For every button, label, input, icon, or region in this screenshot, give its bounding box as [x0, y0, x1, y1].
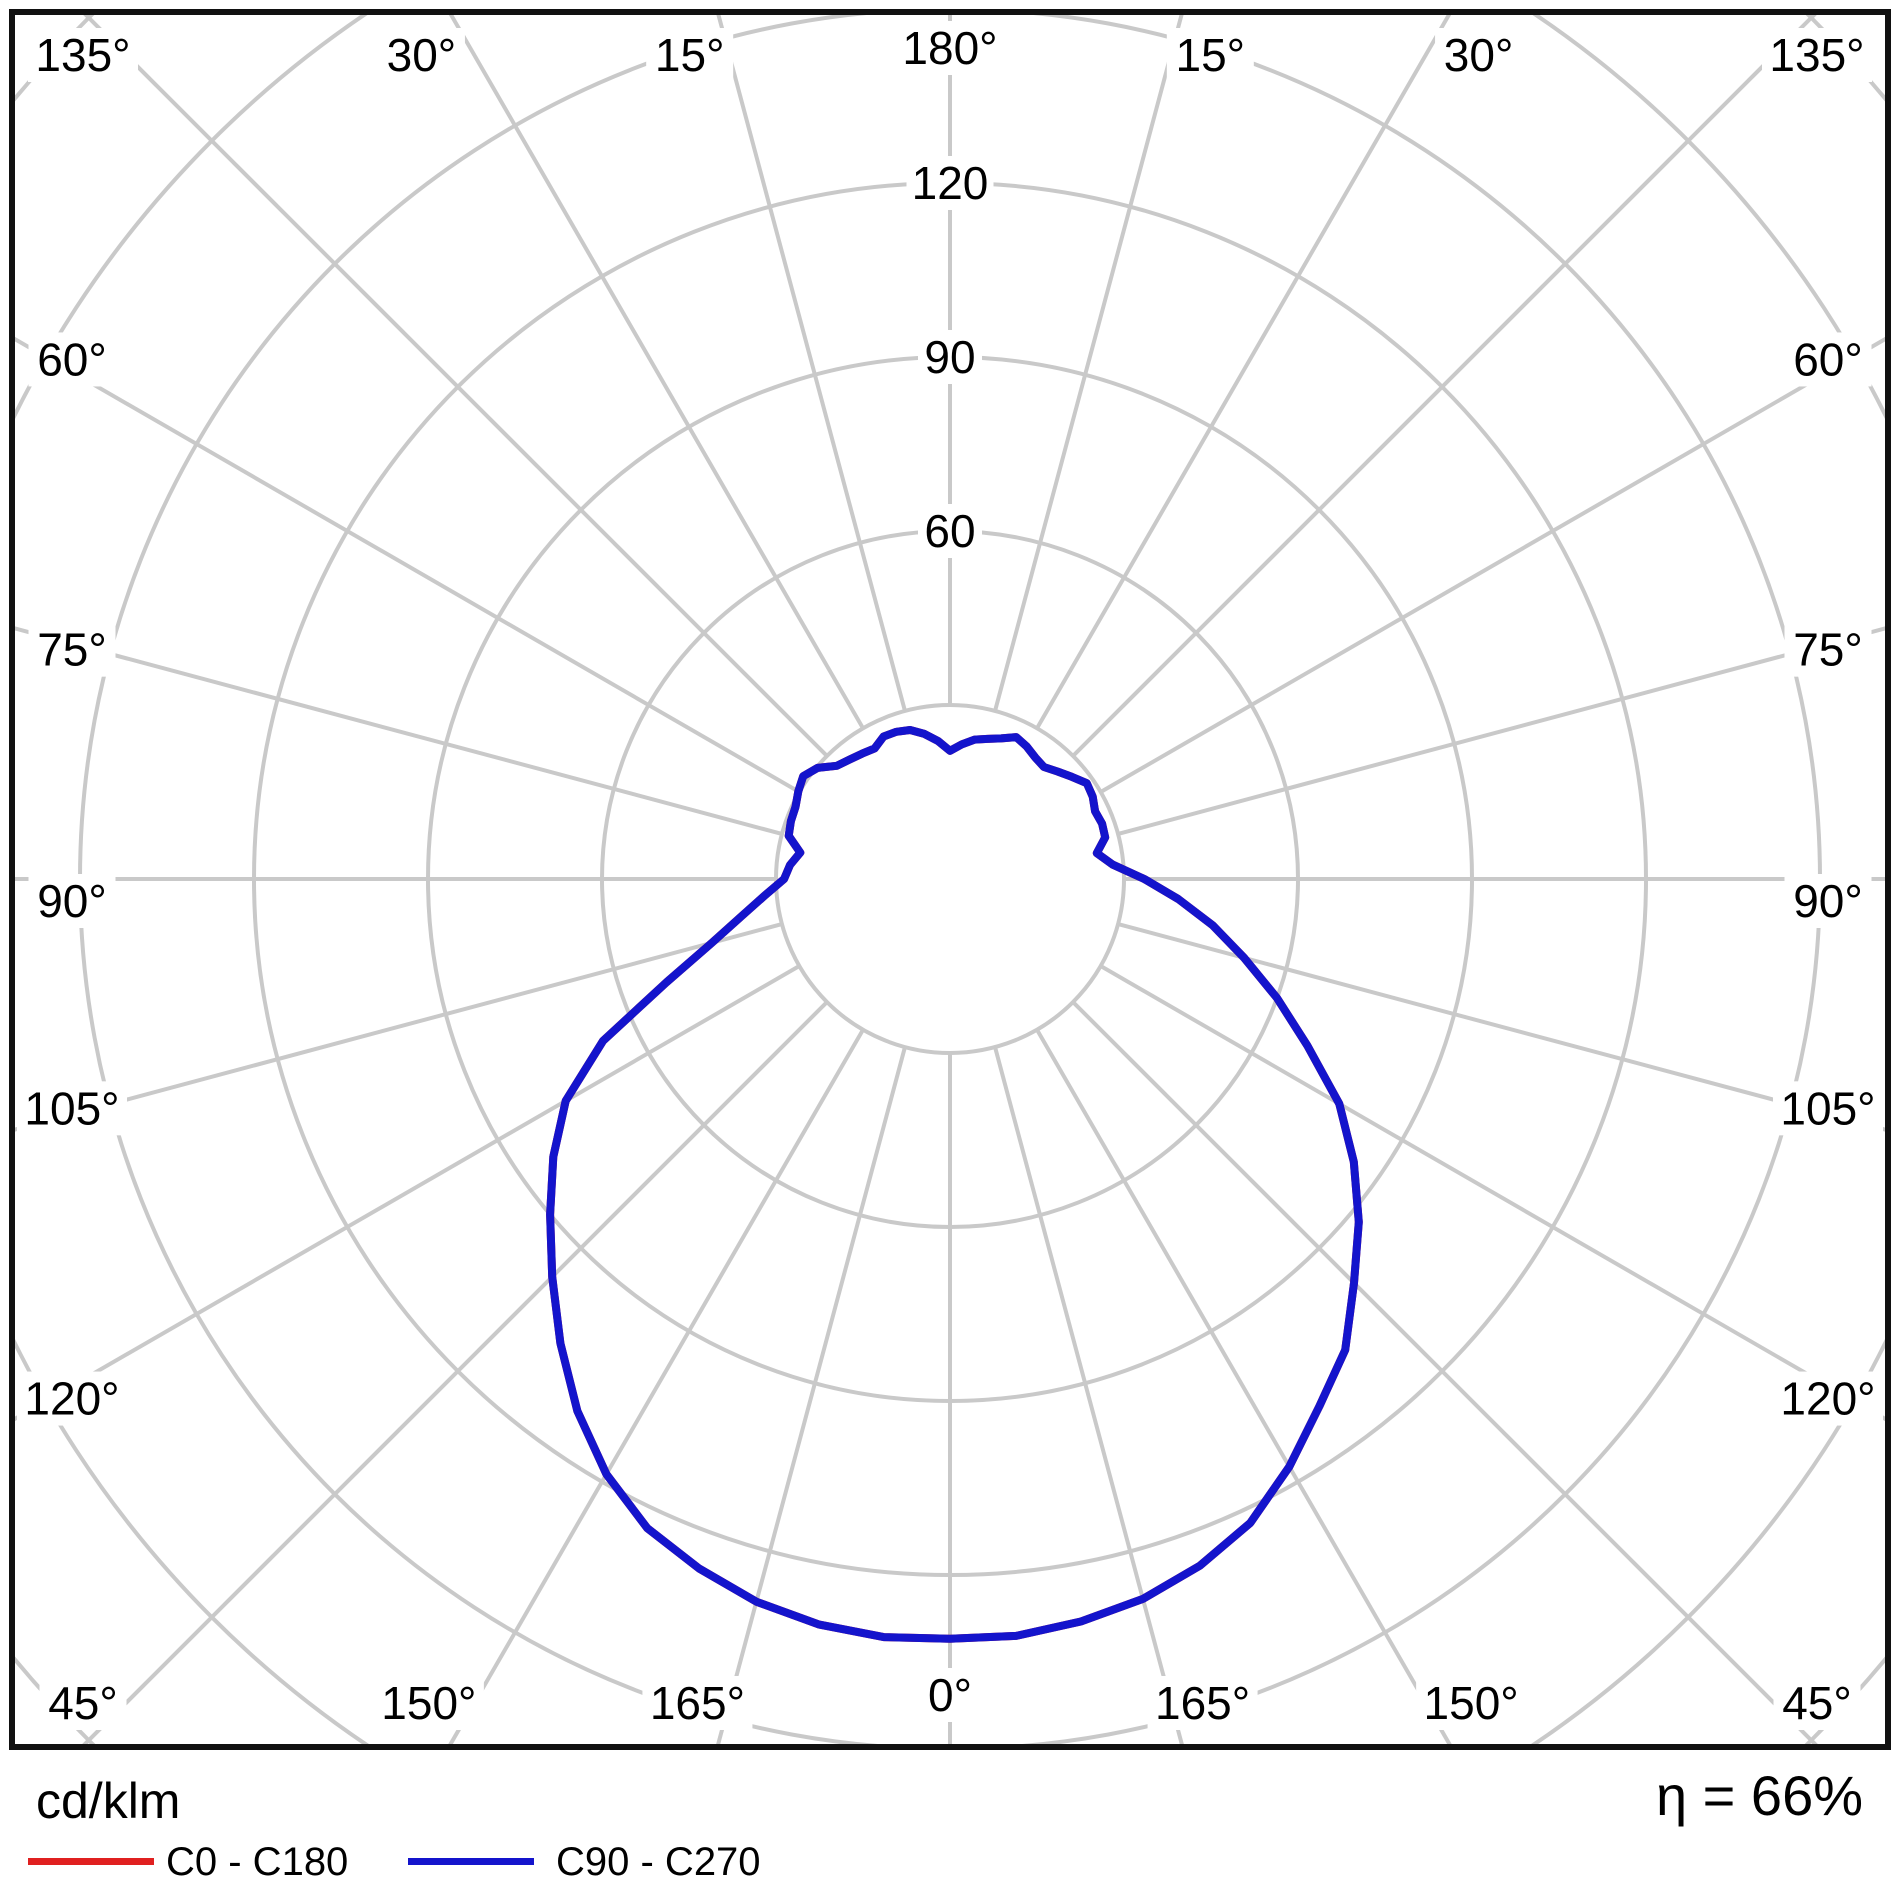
angle-label-90-right-box [1784, 874, 1872, 928]
angle-label-180: 180° [902, 22, 997, 74]
angle-label-90-left: 90° [37, 875, 107, 927]
grid-spoke-330 [448, 1028, 865, 1744]
curve-c90-c270 [546, 726, 1363, 1643]
legend-label-c90-c270: C90 - C270 [556, 1840, 761, 1884]
c90-c270-line-swatch [408, 1858, 534, 1865]
angle-label-135-left-box [28, 28, 138, 82]
grid-spoke-345 [716, 1046, 907, 1744]
angle-label-120-left: 120° [24, 1373, 119, 1425]
angle-label-45-right: 45° [1782, 1677, 1852, 1729]
angle-label-30-left: 30° [387, 29, 457, 81]
angle-label-105-right: 105° [1780, 1082, 1875, 1134]
plot-border [9, 9, 1891, 1750]
angle-label-165-right-box [1147, 1676, 1258, 1730]
angle-label-180-box [895, 21, 1005, 75]
angle-label-15-left: 15° [655, 29, 725, 81]
angle-label-15-right: 15° [1176, 29, 1246, 81]
angle-label-75-right-box [1784, 622, 1872, 677]
angle-label-135-right: 135° [1769, 29, 1864, 81]
ring-label-120: 120 [912, 157, 989, 209]
angle-label-45-left: 45° [48, 1677, 118, 1729]
grid-spoke-120 [1099, 336, 1885, 794]
legend-label-c0-c180: C0 - C180 [166, 1840, 349, 1884]
angle-label-165-left: 165° [650, 1677, 745, 1729]
angle-label-150-right: 150° [1424, 1677, 1519, 1729]
legend: C0 - C180 C90 - C270 [0, 1840, 1900, 1900]
ring-label-60: 60 [924, 505, 975, 557]
angle-label-165-left-box [642, 1676, 753, 1730]
grid-spoke-210 [448, 15, 865, 730]
ring-label-60-box [918, 504, 982, 558]
grid-spoke-75 [1117, 922, 1885, 1132]
angle-label-105-right-box [1773, 1081, 1883, 1136]
angle-label-60-left: 60° [37, 333, 107, 385]
unit-label: cd/klm [36, 1773, 181, 1829]
angle-label-60-right-box [1784, 332, 1872, 387]
angle-label-120-right-box [1773, 1371, 1883, 1426]
angle-label-150-right-box [1416, 1676, 1527, 1730]
angle-label-30-right-box [1435, 28, 1523, 82]
angle-label-90-left-box [28, 874, 116, 928]
grid-spoke-105 [1117, 626, 1885, 836]
grid-spoke-15 [993, 1046, 1184, 1744]
angle-label-135-right-box [1762, 28, 1872, 82]
angle-label-0: 0° [928, 1669, 972, 1721]
angle-label-150-left-box [373, 1676, 484, 1730]
angle-label-90-right: 90° [1793, 875, 1863, 927]
ring-label-90: 90 [924, 331, 975, 383]
angle-label-0-box [918, 1668, 982, 1722]
angle-label-30-left-box [377, 28, 465, 82]
angle-label-30-right: 30° [1444, 29, 1514, 81]
grid-spoke-300 [15, 964, 801, 1422]
angle-label-135-left: 135° [35, 29, 130, 81]
grid-spoke-195 [716, 15, 907, 712]
angle-label-105-left: 105° [24, 1082, 119, 1134]
grid-spoke-150 [1035, 15, 1452, 730]
grid-spoke-30 [1035, 1028, 1452, 1744]
grid-spoke-240 [15, 336, 801, 794]
angle-label-105-left-box [17, 1081, 127, 1136]
ring-label-90-box [918, 330, 982, 384]
efficiency-label: η = 66% [1655, 1764, 1863, 1827]
angle-label-120-left-box [17, 1371, 127, 1426]
grid-spoke-255 [15, 626, 783, 836]
ring-label-120-box [906, 156, 994, 210]
angle-label-75-left: 75° [37, 624, 107, 676]
angle-label-45-right-box [1773, 1676, 1861, 1730]
angle-label-60-right: 60° [1793, 333, 1863, 385]
grid-spoke-285 [15, 922, 783, 1132]
grid-spoke-60 [1099, 964, 1885, 1422]
c0-c180-line-swatch [28, 1858, 154, 1865]
angle-label-45-left-box [39, 1676, 127, 1730]
angle-label-120-right: 120° [1780, 1373, 1875, 1425]
angle-label-75-left-box [28, 622, 116, 677]
angle-label-15-right-box [1166, 28, 1254, 82]
angle-label-150-left: 150° [381, 1677, 476, 1729]
angle-label-165-right: 165° [1155, 1677, 1250, 1729]
angle-label-15-left-box [646, 28, 734, 82]
angle-label-75-right: 75° [1793, 624, 1863, 676]
angle-label-60-left-box [28, 332, 116, 387]
grid-spoke-165 [993, 15, 1184, 712]
